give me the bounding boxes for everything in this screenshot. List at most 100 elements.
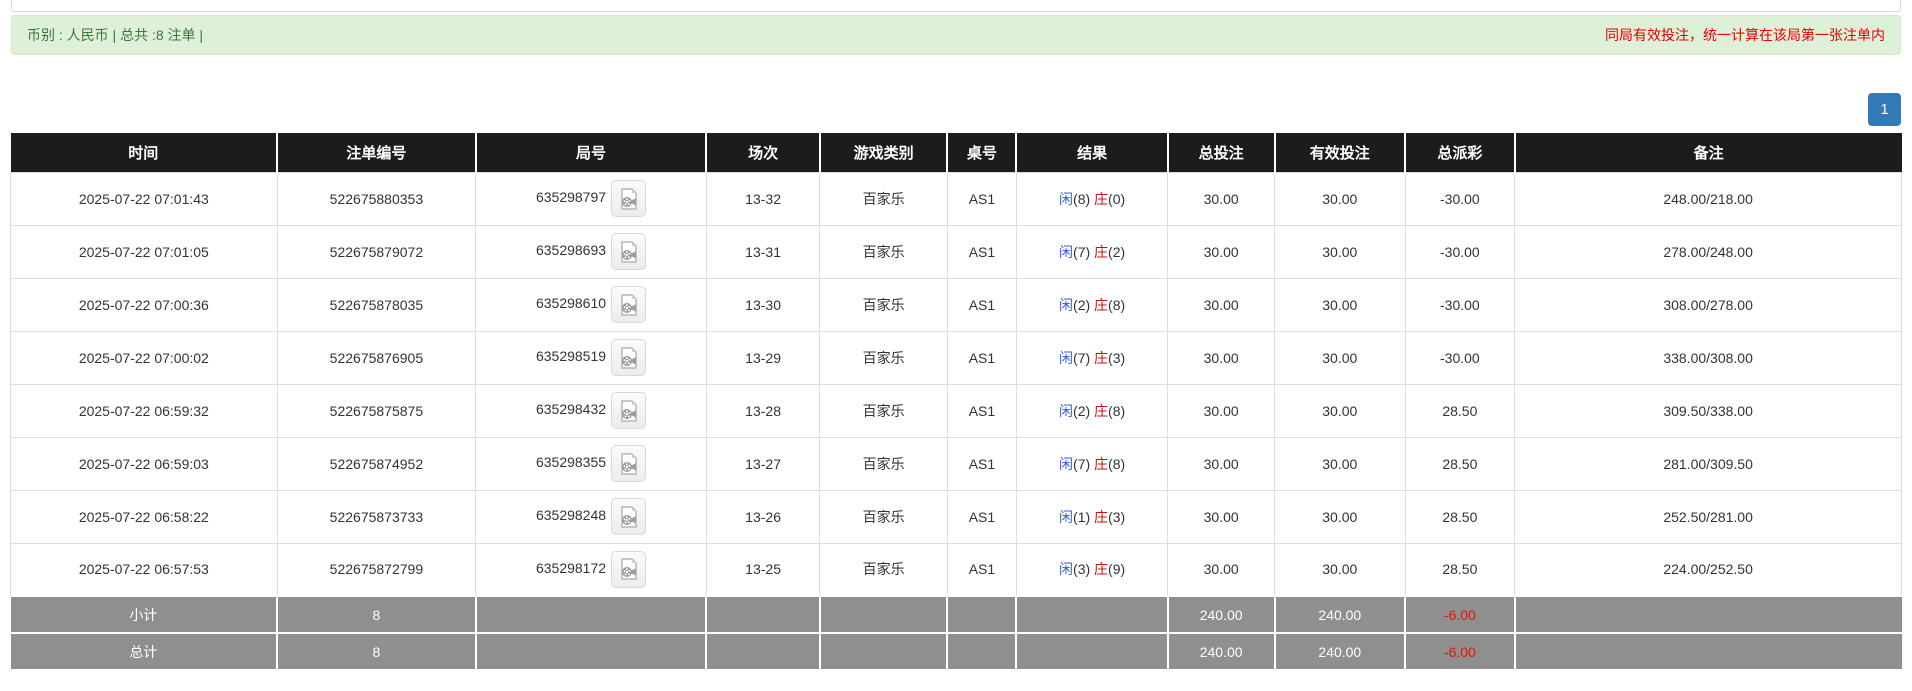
column-header-valid-bet: 有效投注 xyxy=(1273,133,1407,173)
cell-remark: 281.00/309.50 xyxy=(1514,436,1902,491)
result-player-label: 闲 xyxy=(1059,455,1074,472)
cell-bet-id: 522675873733 xyxy=(276,489,477,544)
result-banker-label: 庄 xyxy=(1094,402,1109,419)
result-player-score: (1) xyxy=(1073,508,1091,525)
table-row: 2025-07-22 07:00:02 522675876905 6352985… xyxy=(10,330,1902,385)
cell-table-no: AS1 xyxy=(946,489,1017,544)
currency-summary-text: 币别 : 人民币 | 总共 :8 注单 | xyxy=(27,27,204,43)
video-replay-button[interactable] xyxy=(611,445,647,482)
cell-session: 13-25 xyxy=(705,542,821,597)
cell-valid-bet: 30.00 xyxy=(1274,171,1406,226)
cell-total-bet[interactable]: 30.00 xyxy=(1167,542,1276,597)
cell-game-type: 百家乐 xyxy=(819,489,948,544)
subtotal-valid-bet: 240.00 xyxy=(1273,595,1407,634)
video-file-icon xyxy=(620,399,637,422)
cell-result: 闲(8) 庄(0) xyxy=(1015,171,1169,226)
video-replay-button[interactable] xyxy=(611,233,647,270)
cell-bet-id: 522675879072 xyxy=(276,224,477,279)
round-id-text: 635298432 xyxy=(535,401,607,418)
column-header-time: 时间 xyxy=(10,133,279,173)
cell-game-type: 百家乐 xyxy=(819,436,948,491)
subtotal-empty-round xyxy=(474,595,708,634)
video-file-icon xyxy=(620,505,637,528)
cell-remark: 252.50/281.00 xyxy=(1514,489,1902,544)
subtotal-row: 小计 8 240.00 240.00 -6.00 xyxy=(10,595,1902,634)
pagination-page-1-button[interactable]: 1 xyxy=(1868,93,1901,126)
table-row: 2025-07-22 06:57:53 522675872799 6352981… xyxy=(10,542,1902,597)
cell-game-type: 百家乐 xyxy=(819,542,948,597)
cell-bet-id: 522675875875 xyxy=(276,383,477,438)
cell-valid-bet: 30.00 xyxy=(1274,489,1406,544)
result-player-score: (7) xyxy=(1073,349,1091,366)
subtotal-empty-remark xyxy=(1513,595,1902,634)
column-header-total-bet: 总投注 xyxy=(1166,133,1276,173)
cell-result: 闲(7) 庄(2) xyxy=(1015,224,1169,279)
video-file-icon xyxy=(620,452,637,475)
column-header-session: 场次 xyxy=(705,133,821,173)
cell-result: 闲(3) 庄(9) xyxy=(1015,542,1169,597)
cell-round-id: 635298610 xyxy=(475,277,707,332)
cell-total-bet[interactable]: 30.00 xyxy=(1167,489,1276,544)
subtotal-empty-result xyxy=(1015,595,1169,634)
result-banker-label: 庄 xyxy=(1094,243,1109,260)
cell-valid-bet: 30.00 xyxy=(1274,542,1406,597)
result-banker-score: (8) xyxy=(1108,296,1126,313)
cell-total-bet[interactable]: 30.00 xyxy=(1167,171,1276,226)
result-banker-score: (8) xyxy=(1108,402,1126,419)
cell-total-bet[interactable]: 30.00 xyxy=(1167,330,1276,385)
cell-session: 13-27 xyxy=(705,436,821,491)
total-total-bet: 240.00 xyxy=(1166,632,1276,671)
video-replay-button[interactable] xyxy=(611,392,647,429)
video-replay-button[interactable] xyxy=(611,498,647,535)
total-empty-table xyxy=(946,632,1018,671)
cell-payout: -30.00 xyxy=(1404,171,1516,226)
cell-payout: 28.50 xyxy=(1404,542,1516,597)
result-banker-score: (9) xyxy=(1108,561,1126,578)
result-player-label: 闲 xyxy=(1059,402,1074,419)
cell-round-id: 635298432 xyxy=(475,383,707,438)
cell-result: 闲(2) 庄(8) xyxy=(1015,277,1169,332)
subtotal-empty-session xyxy=(705,595,821,634)
cell-bet-id: 522675876905 xyxy=(276,330,477,385)
result-banker-label: 庄 xyxy=(1094,349,1109,366)
cell-total-bet[interactable]: 30.00 xyxy=(1167,383,1276,438)
video-file-icon xyxy=(620,346,637,369)
summary-alert: 币别 : 人民币 | 总共 :8 注单 | 同局有效投注，统一计算在该局第一张注… xyxy=(11,15,1901,55)
bet-records-table: 时间 注单编号 局号 场次 游戏类别 桌号 结果 总投注 有效投注 总派彩 备注… xyxy=(10,133,1902,671)
cell-table-no: AS1 xyxy=(946,224,1017,279)
cell-round-id: 635298248 xyxy=(475,489,707,544)
cell-result: 闲(1) 庄(3) xyxy=(1015,489,1169,544)
cell-bet-id: 522675880353 xyxy=(276,171,477,226)
total-empty-round xyxy=(474,632,708,671)
total-empty-game xyxy=(818,632,949,671)
cell-table-no: AS1 xyxy=(946,330,1017,385)
subtotal-payout: -6.00 xyxy=(1404,595,1516,634)
cell-time: 2025-07-22 07:01:43 xyxy=(10,171,278,226)
cell-round-id: 635298355 xyxy=(475,436,707,491)
cell-session: 13-32 xyxy=(705,171,821,226)
result-player-score: (7) xyxy=(1073,455,1091,472)
table-row: 2025-07-22 07:01:05 522675879072 6352986… xyxy=(10,224,1902,279)
round-id-text: 635298610 xyxy=(535,295,607,312)
result-player-label: 闲 xyxy=(1059,296,1074,313)
settlement-notice-text: 同局有效投注，统一计算在该局第一张注单内 xyxy=(1605,27,1885,43)
cell-bet-id: 522675874952 xyxy=(276,436,477,491)
video-replay-button[interactable] xyxy=(611,339,647,376)
video-replay-button[interactable] xyxy=(611,180,647,217)
result-banker-score: (3) xyxy=(1108,508,1126,525)
cell-time: 2025-07-22 07:00:02 xyxy=(10,330,278,385)
video-replay-button[interactable] xyxy=(611,550,647,588)
subtotal-label: 小计 xyxy=(10,595,279,634)
cell-total-bet[interactable]: 30.00 xyxy=(1167,224,1276,279)
cell-table-no: AS1 xyxy=(946,171,1017,226)
column-header-table-no: 桌号 xyxy=(946,133,1018,173)
table-row: 2025-07-22 06:59:03 522675874952 6352983… xyxy=(10,436,1902,491)
cell-remark: 338.00/308.00 xyxy=(1514,330,1902,385)
cell-total-bet[interactable]: 30.00 xyxy=(1167,277,1276,332)
result-banker-label: 庄 xyxy=(1094,561,1109,578)
result-banker-score: (0) xyxy=(1108,190,1126,207)
cell-remark: 278.00/248.00 xyxy=(1514,224,1902,279)
video-replay-button[interactable] xyxy=(611,286,647,323)
cell-total-bet[interactable]: 30.00 xyxy=(1167,436,1276,491)
table-body: 2025-07-22 07:01:43 522675880353 6352987… xyxy=(10,171,1902,597)
